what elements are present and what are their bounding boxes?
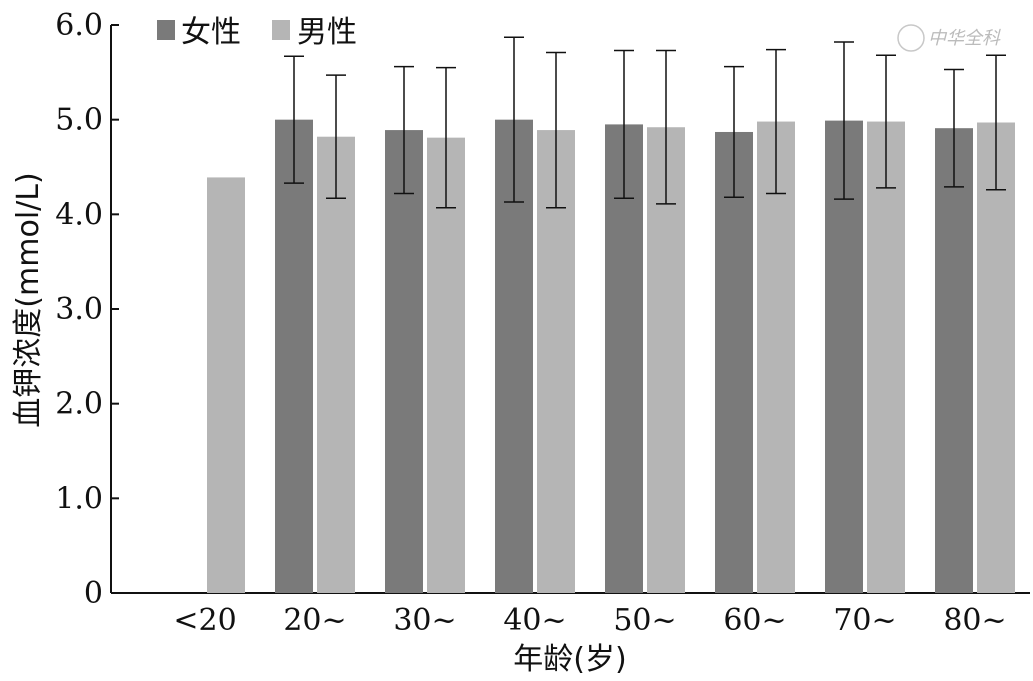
y-axis-title: 血钾浓度(mmol/L) xyxy=(11,172,46,427)
bar-male xyxy=(317,136,355,593)
legend-swatch-male xyxy=(272,20,290,40)
y-tick-label: 3.0 xyxy=(55,292,103,327)
bar-male xyxy=(207,177,245,593)
bar-male xyxy=(647,127,685,594)
y-tick-label: 5.0 xyxy=(55,103,103,138)
bar-female xyxy=(935,128,973,594)
bar-female xyxy=(715,131,753,593)
bar-female xyxy=(605,124,643,594)
bar-male xyxy=(867,121,905,593)
watermark-text: 中华全科 xyxy=(928,28,1001,49)
x-axis-ticks: <20 20~ 30~ 40~ 50~ 60~ 70~ 80~ xyxy=(173,603,1006,638)
x-tick-label: 20~ xyxy=(283,603,346,638)
x-tick-label: 40~ xyxy=(503,603,566,638)
legend-swatch-female xyxy=(157,20,175,40)
error-bars-layer xyxy=(284,36,1006,209)
watermark-seal-icon xyxy=(897,24,925,52)
legend: 女性 男性 xyxy=(157,15,357,50)
legend-label-female: 女性 xyxy=(181,15,241,50)
x-tick-label: <20 xyxy=(173,603,236,638)
y-tick-label: 4.0 xyxy=(55,197,103,232)
y-tick-label: 2.0 xyxy=(55,387,103,422)
y-tick-label: 0 xyxy=(84,576,103,611)
y-axis-ticks: 0 1.0 2.0 3.0 4.0 5.0 6.0 xyxy=(55,8,119,611)
legend-label-male: 男性 xyxy=(297,15,357,50)
x-tick-label: 50~ xyxy=(613,603,676,638)
y-tick-label: 6.0 xyxy=(55,8,103,43)
bar-male xyxy=(427,137,465,594)
y-tick-label: 1.0 xyxy=(55,481,103,516)
watermark: 中华全科 xyxy=(897,24,1001,52)
x-tick-label: 30~ xyxy=(393,603,456,638)
bar-male xyxy=(757,121,795,593)
bars-layer xyxy=(207,119,1015,594)
x-tick-label: 80~ xyxy=(943,603,1006,638)
x-tick-label: 60~ xyxy=(723,603,786,638)
bar-female xyxy=(275,119,313,594)
x-axis-title: 年龄(岁) xyxy=(513,642,626,677)
x-tick-label: 70~ xyxy=(833,603,896,638)
bar-male xyxy=(977,122,1015,594)
bar-female xyxy=(385,130,423,593)
